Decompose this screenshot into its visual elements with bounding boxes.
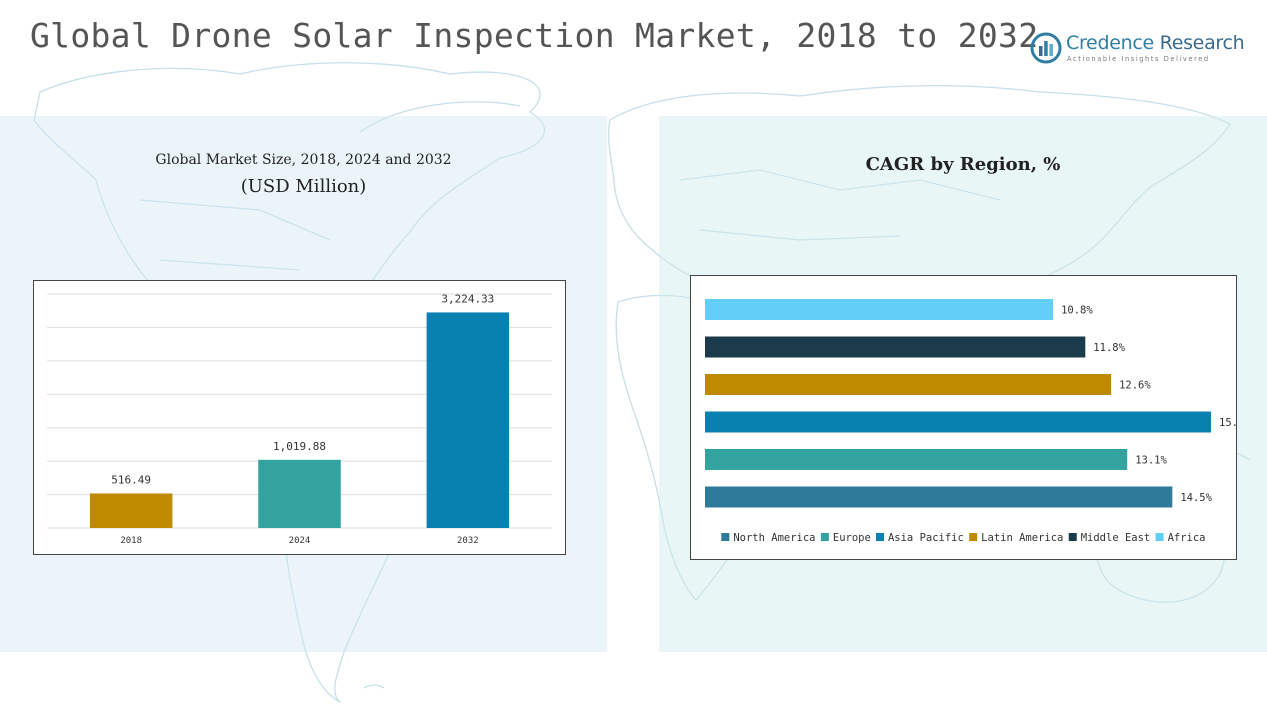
legend-label: North America xyxy=(733,532,815,544)
legend-label: Latin America xyxy=(981,532,1063,544)
bar-2018 xyxy=(89,493,173,528)
bar-middle-east xyxy=(705,336,1086,358)
legend-swatch xyxy=(721,533,730,541)
logo-tagline: Actionable Insights Delivered xyxy=(1067,55,1210,63)
bar-value-label: 15.7% xyxy=(1219,417,1237,429)
bar-value-label: 1,019.88 xyxy=(273,440,326,453)
bar-north-america xyxy=(705,486,1173,508)
legend-swatch xyxy=(969,533,978,541)
market-size-chart-title: Global Market Size, 2018, 2024 and 2032 xyxy=(155,152,452,168)
bar-2024 xyxy=(258,459,341,528)
legend-swatch xyxy=(1068,533,1077,541)
legend-label: Africa xyxy=(1168,532,1206,544)
bar-latin-america xyxy=(705,374,1112,395)
legend-swatch xyxy=(820,533,829,541)
bar-value-label: 3,224.33 xyxy=(441,292,494,305)
logo-name-part1: Credence xyxy=(1066,32,1154,54)
bar-asia-pacific xyxy=(705,411,1211,433)
bar-europe xyxy=(705,449,1128,470)
legend-swatch xyxy=(875,533,884,541)
x-tick-label: 2018 xyxy=(120,536,142,546)
legend-label: Middle East xyxy=(1081,532,1151,544)
credence-research-logo: Credence Research Actionable Insights De… xyxy=(1030,30,1245,70)
legend-label: Europe xyxy=(833,532,871,544)
x-tick-label: 2024 xyxy=(289,536,311,546)
bar-value-label: 516.49 xyxy=(111,473,151,486)
bar-value-label: 10.8% xyxy=(1061,305,1093,317)
cagr-chart-title: CAGR by Region, % xyxy=(865,154,1061,175)
chart-legend: North America Europe Asia Pacific Latin Ame… xyxy=(721,532,1206,544)
logo-mark-icon xyxy=(1030,32,1062,64)
legend-label: Asia Pacific xyxy=(888,532,964,544)
bar-value-label: 12.6% xyxy=(1119,380,1151,392)
market-size-chart-unit: (USD Million) xyxy=(240,176,367,197)
bar-africa xyxy=(705,299,1054,320)
page-title: Global Drone Solar Inspection Market, 20… xyxy=(30,16,1039,55)
bar-value-label: 11.8% xyxy=(1093,342,1125,354)
x-tick-label: 2032 xyxy=(457,536,479,546)
legend-swatch xyxy=(1155,533,1164,541)
logo-name: Credence Research xyxy=(1066,32,1245,54)
cagr-horizontal-bar-chart: 10.8% 11.8% 12.6% 15.7% 13.1% 14.5% North Amer… xyxy=(690,275,1237,560)
bar-2032 xyxy=(426,312,510,528)
logo-name-part2: Research xyxy=(1159,32,1245,54)
bar-value-label: 14.5% xyxy=(1180,492,1212,504)
bar-value-label: 13.1% xyxy=(1135,455,1167,467)
market-size-bar-chart: 516.49 2018 1,019.88 2024 3,224.33 2032 xyxy=(33,280,566,555)
